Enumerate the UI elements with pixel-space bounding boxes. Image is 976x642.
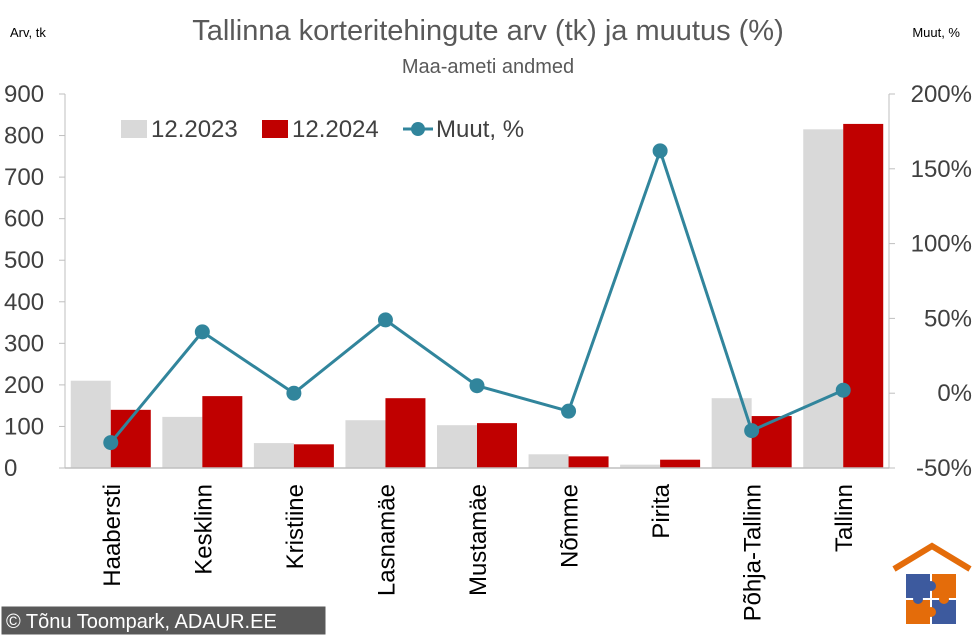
category-label: Mustamäe [465,484,492,596]
chart-title: Tallinna korteritehingute arv (tk) ja mu… [192,15,784,47]
line-point-muut [652,143,668,159]
legend: 12.2023 12.2024 Muut, % [121,116,524,143]
legend-label-2023: 12.2023 [151,116,238,143]
bar-12.2023 [620,464,661,468]
category-label: Lasnamäe [373,484,400,596]
y-ticks-left: 0 100 200 300 400 500 600 700 800 900 [4,81,65,482]
y-tick-label-right: 150% [911,156,972,183]
line-point-muut [744,423,760,439]
category-label: Haabersti [99,484,126,587]
category-label: Kesklinn [190,484,217,575]
y-tick-label-left: 800 [4,123,44,150]
bar-12.2023 [437,425,477,468]
y-tick-label-left: 500 [4,247,44,274]
line-point-muut [377,312,393,328]
bar-12.2023 [345,420,386,468]
bar-12.2024 [843,123,884,469]
bar-12.2024 [293,444,334,468]
legend-label-2024: 12.2024 [292,116,379,143]
y-axis-label-right: Muut, % [912,25,960,40]
y-tick-label-left: 700 [4,164,44,191]
copyright-text: © Tõnu Toompark, ADAUR.EE [6,611,277,633]
y-tick-label-right: -50% [916,455,972,482]
chart-subtitle: Maa-ameti andmed [402,56,574,78]
bar-12.2024 [660,459,701,468]
bar-12.2023 [70,380,111,468]
line-point-muut [103,435,119,451]
adaur-logo-icon [892,542,972,624]
category-label: Tallinn [831,484,858,552]
category-labels: Haabersti Kesklinn Kristiine Lasnamäe Mustam… [99,483,858,621]
bar-12.2023 [162,416,203,468]
y-tick-label-left: 900 [4,81,44,108]
category-label: Põhja-Tallinn [740,484,767,621]
y-tick-label-left: 0 [4,455,17,482]
legend-swatch-2024 [262,120,288,138]
bars-layer [70,123,884,469]
line-point-muut [194,324,210,340]
line-point-muut [835,382,851,398]
legend-label-change: Muut, % [436,116,524,143]
y-tick-label-right: 200% [911,81,972,108]
bar-12.2024 [477,423,517,468]
legend-swatch-marker [411,122,425,136]
line-point-muut [286,385,302,401]
category-label: Kristiine [282,484,309,569]
y-tick-label-left: 600 [4,206,44,233]
y-tick-label-right: 50% [924,305,972,332]
bar-12.2024 [568,456,609,468]
y-tick-label-right: 0% [937,380,972,407]
line-series-layer [103,143,851,451]
bar-12.2023 [253,443,294,468]
line-point-muut [469,378,485,394]
legend-swatch-2023 [121,120,147,138]
category-label: Pirita [648,483,675,538]
bar-12.2024 [385,398,426,468]
category-label: Nõmme [557,484,584,568]
y-tick-label-left: 100 [4,413,44,440]
y-tick-label-left: 400 [4,289,44,316]
copyright-badge: © Tõnu Toompark, ADAUR.EE [0,605,327,636]
bar-12.2024 [202,396,243,468]
y-axis-label-left: Arv, tk [10,25,46,40]
bar-12.2023 [803,129,844,469]
bar-12.2024 [751,416,792,468]
y-tick-label-left: 200 [4,372,44,399]
y-tick-label-right: 100% [911,231,972,258]
y-tick-label-left: 300 [4,330,44,357]
y-ticks-right: -50% 0% 50% 100% 150% 200% [889,81,972,482]
line-point-muut [561,403,577,419]
bar-12.2023 [528,454,569,468]
